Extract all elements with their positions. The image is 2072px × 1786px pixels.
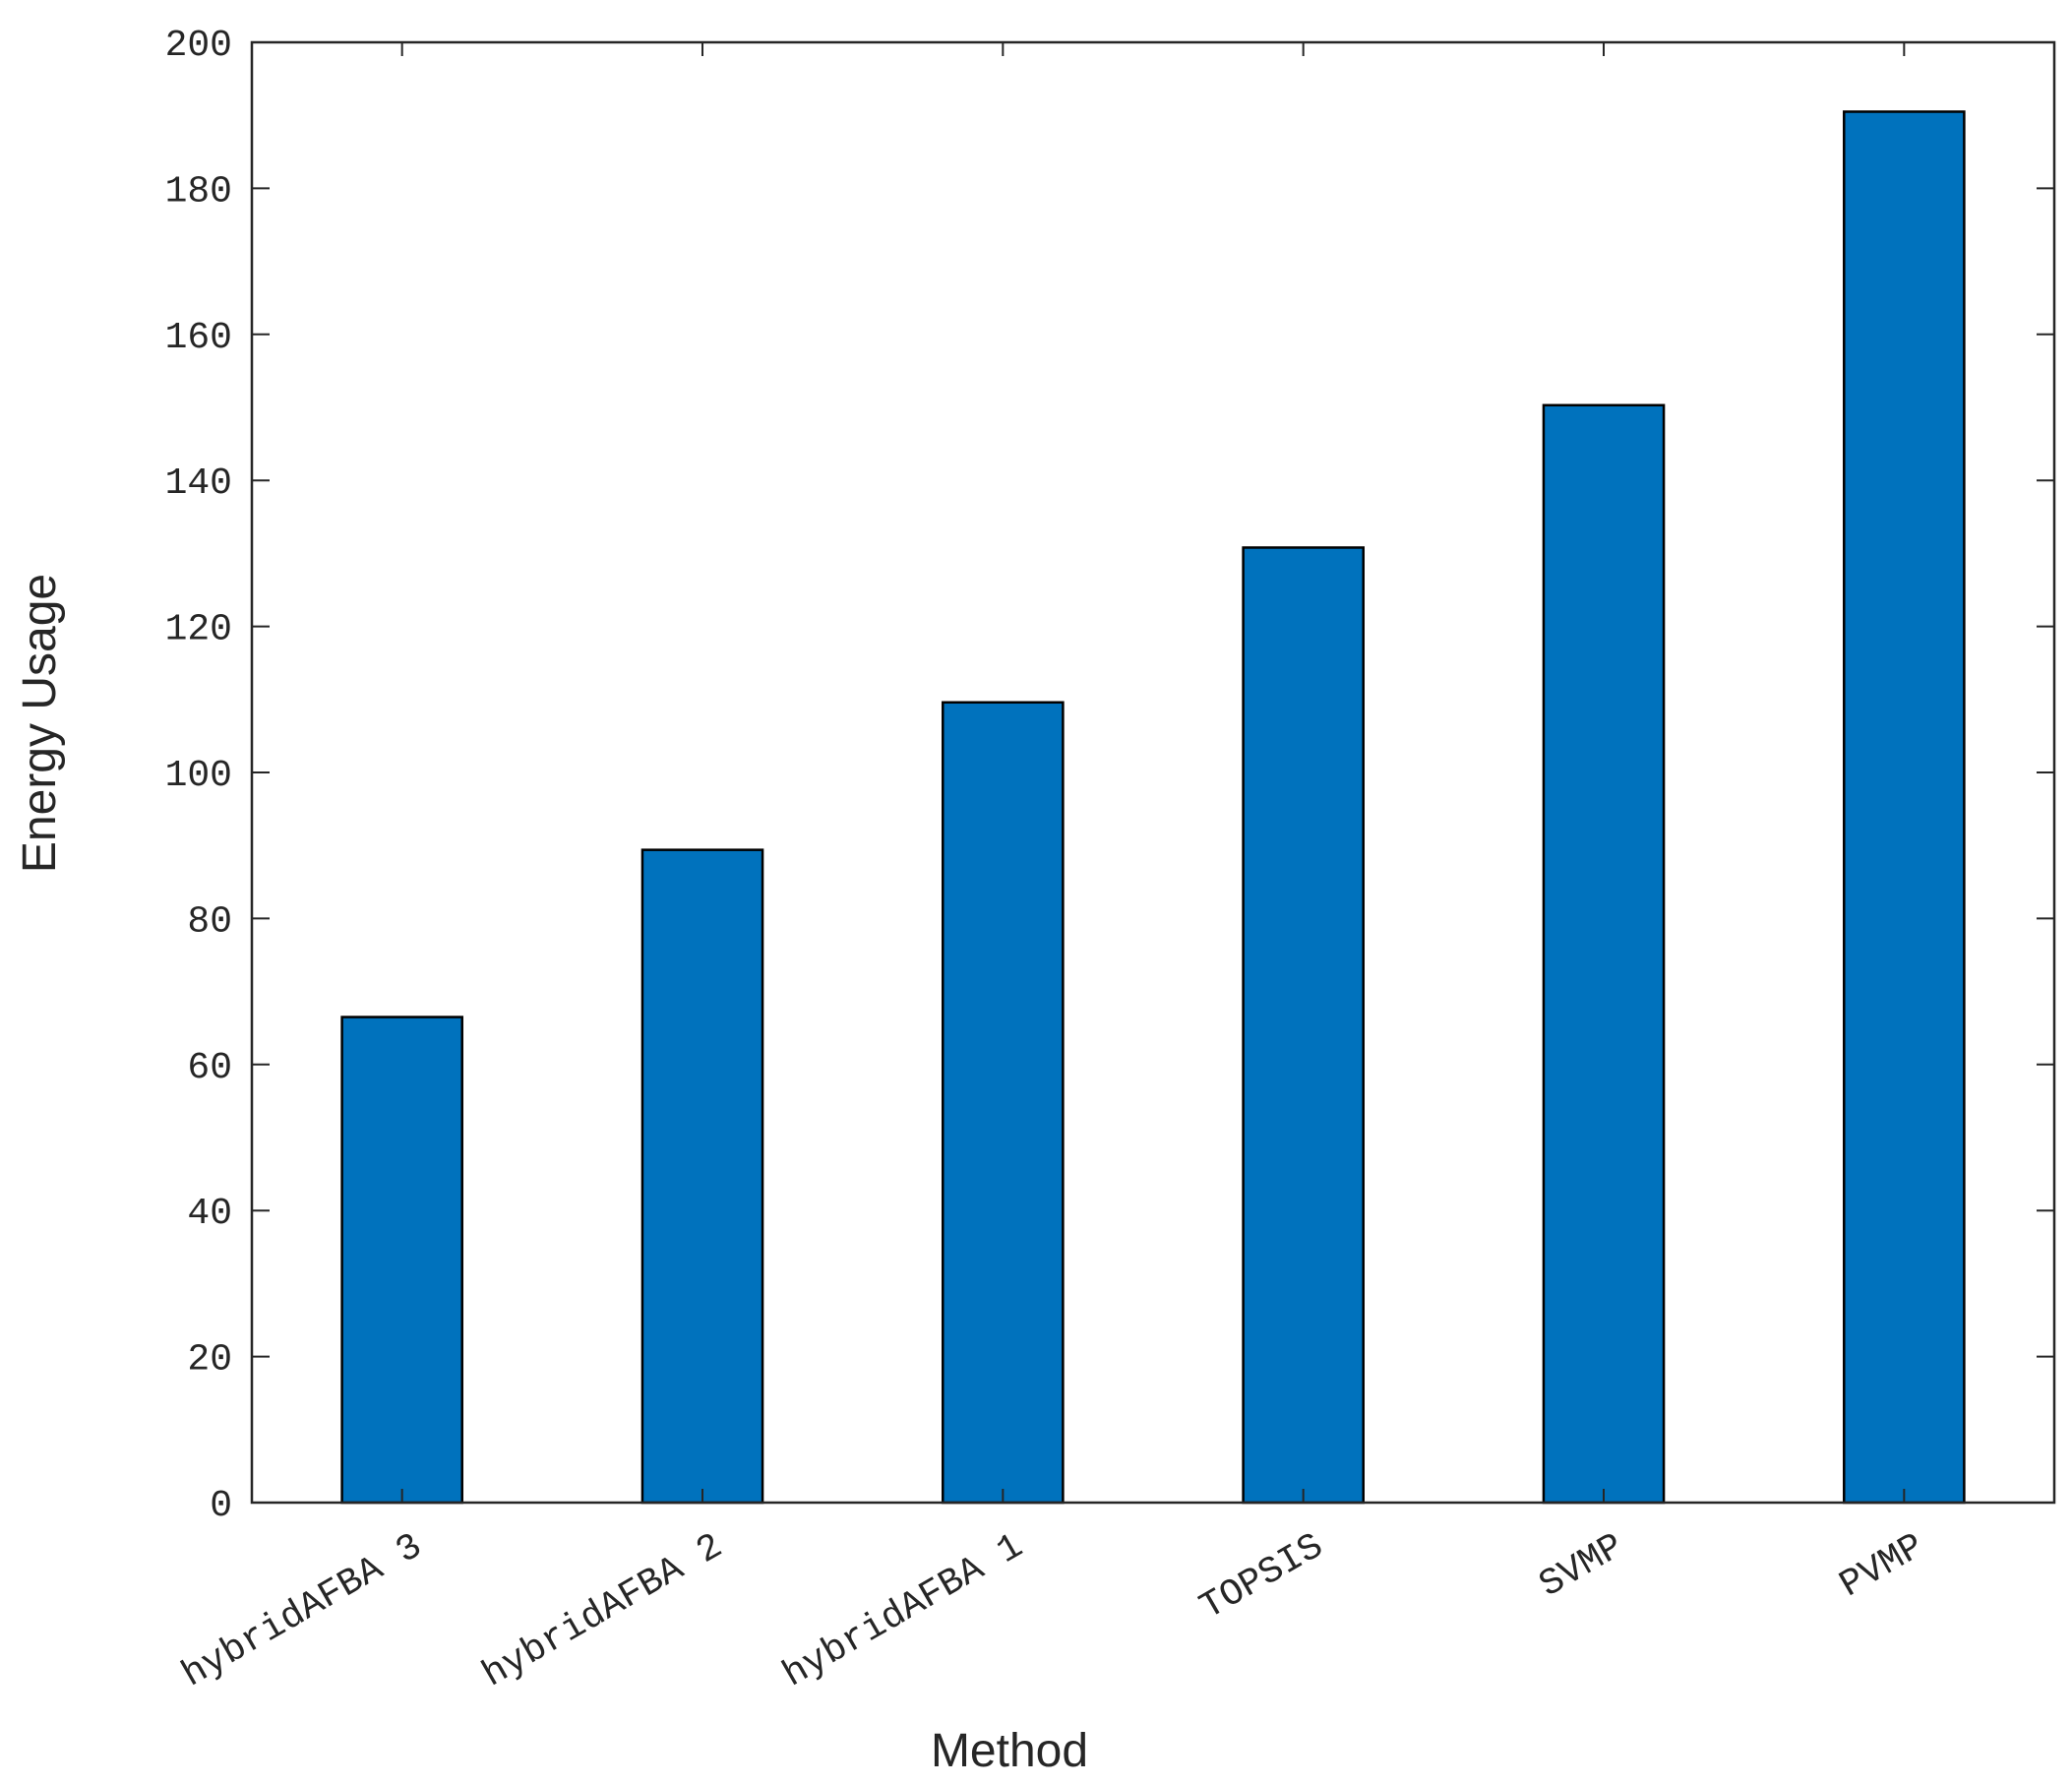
x-tick-label: hybridAFBA 2 [476, 1525, 730, 1696]
x-tick-label: hybridAFBA 3 [175, 1525, 429, 1696]
y-tick-label: 200 [165, 25, 232, 67]
y-tick-label: 40 [187, 1193, 232, 1235]
bar [340, 1016, 463, 1505]
y-tick-label: 60 [187, 1047, 232, 1089]
y-axis-label: Energy Usage [14, 574, 66, 873]
bar [942, 701, 1065, 1505]
bar [1242, 546, 1365, 1505]
x-tick-label: PVMP [1833, 1525, 1931, 1607]
y-tick-label: 80 [187, 900, 232, 943]
x-tick-label: SVMP [1533, 1525, 1631, 1607]
plot-frame [250, 40, 2056, 1505]
y-tick-label: 160 [165, 317, 232, 359]
x-tick-label: hybridAFBA 1 [776, 1525, 1030, 1696]
bar [1843, 110, 1966, 1505]
y-tick-label: 180 [165, 170, 232, 213]
y-tick-label: 0 [210, 1485, 232, 1527]
y-tick-label: 100 [165, 755, 232, 797]
x-tick-label: TOPSIS [1193, 1525, 1331, 1630]
y-tick-label: 140 [165, 462, 232, 505]
bar [1542, 403, 1666, 1505]
bar [640, 848, 764, 1505]
y-tick-label: 120 [165, 609, 232, 651]
y-tick-label: 20 [187, 1339, 232, 1382]
x-axis-label: Method [931, 1725, 1088, 1777]
